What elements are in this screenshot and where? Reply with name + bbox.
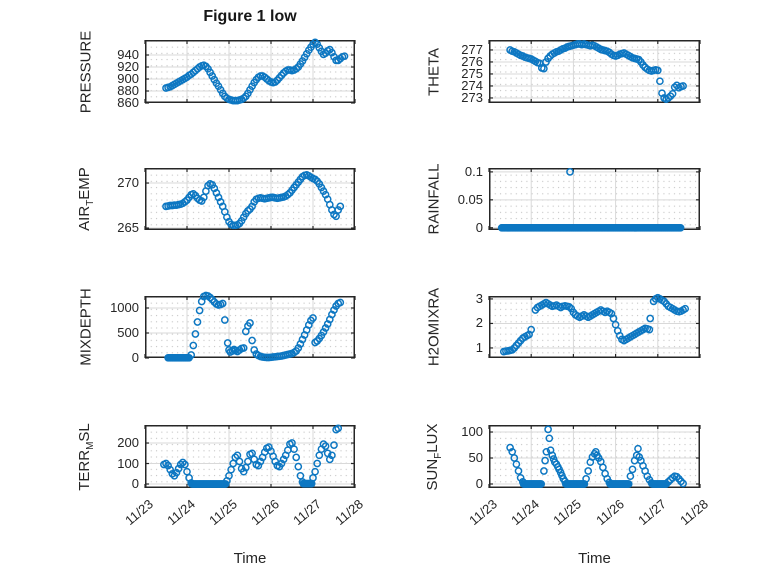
ytick-label-rainfall: 0.05 xyxy=(457,191,483,207)
y-axis-label-mixdepth: MIXDEPTH xyxy=(77,288,95,366)
ytick-label-terr-msl: 0 xyxy=(131,476,139,491)
ytick-label-rainfall: 0.1 xyxy=(464,163,483,179)
ytick-label-h2omixra: 1 xyxy=(475,339,483,355)
tick-marks xyxy=(488,296,701,358)
subplot-h2omixra xyxy=(488,293,701,358)
data-markers-theta xyxy=(506,40,687,104)
xtick-label-sun-flux: 11/24 xyxy=(508,496,543,529)
y-axis-label-rainfall: RAINFALL xyxy=(425,163,443,235)
ytick-label-sun-flux: 100 xyxy=(461,424,483,440)
plot-area-pressure xyxy=(144,38,356,105)
plot-area-mixdepth xyxy=(144,291,356,362)
xtick-label-sun-flux: 11/27 xyxy=(634,496,669,529)
ytick-label-rainfall: 0 xyxy=(475,219,483,235)
plot-area-rainfall xyxy=(488,168,701,232)
data-markers-pressure xyxy=(162,38,349,105)
xtick-label-terr-msl: 11/28 xyxy=(332,496,366,529)
data-markers-rainfall xyxy=(497,168,685,232)
y-axis-label-h2omixra: H2OMIXRA xyxy=(425,287,443,367)
subplot-sun-flux xyxy=(488,425,701,488)
data-markers-mixdepth xyxy=(164,291,345,362)
xtick-label-sun-flux: 11/25 xyxy=(550,496,585,529)
ytick-label-pressure: 940 xyxy=(117,47,139,62)
ytick-label-pressure: 880 xyxy=(117,83,139,98)
subplot-mixdepth xyxy=(144,291,356,362)
ytick-label-air-temp: 270 xyxy=(117,175,139,191)
tick-marks xyxy=(488,168,701,230)
y-axis-label-pressure: PRESSURE xyxy=(77,30,95,113)
ytick-label-terr-msl: 200 xyxy=(117,435,139,451)
subplot-rainfall xyxy=(488,168,701,232)
tick-marks xyxy=(144,168,356,230)
ytick-label-theta: 273 xyxy=(461,89,483,105)
ytick-label-theta: 274 xyxy=(461,77,483,93)
ytick-label-mixdepth: 1000 xyxy=(110,300,139,315)
x-axis-label-right: Time xyxy=(578,550,611,567)
xtick-label-terr-msl: 11/27 xyxy=(290,496,324,529)
ytick-label-theta: 275 xyxy=(461,65,483,81)
ytick-label-mixdepth: 0 xyxy=(131,350,139,365)
data-markers-air-temp xyxy=(162,171,345,230)
plot-area-terr-msl xyxy=(144,424,356,488)
ytick-label-theta: 276 xyxy=(461,53,483,69)
ytick-label-h2omixra: 2 xyxy=(475,315,483,331)
xtick-label-sun-flux: 11/23 xyxy=(466,496,500,529)
subplot-pressure xyxy=(144,38,356,105)
ytick-label-pressure: 860 xyxy=(117,95,139,110)
subplot-terr-msl xyxy=(144,424,356,488)
tick-marks xyxy=(144,40,356,104)
xtick-label-sun-flux: 11/26 xyxy=(592,496,627,529)
ytick-label-h2omixra: 3 xyxy=(475,290,483,306)
tick-marks xyxy=(144,425,356,488)
ytick-label-pressure: 920 xyxy=(117,59,139,74)
ytick-label-pressure: 900 xyxy=(117,71,139,86)
data-markers-h2omixra xyxy=(499,293,690,356)
ytick-label-mixdepth: 500 xyxy=(117,325,139,340)
ytick-label-sun-flux: 0 xyxy=(475,475,483,491)
y-axis-label-theta: THETA xyxy=(425,47,443,96)
plot-area-h2omixra xyxy=(488,293,701,358)
xtick-label-terr-msl: 11/25 xyxy=(206,496,240,529)
subplot-air-temp xyxy=(144,168,356,230)
x-axis-label-left: Time xyxy=(233,550,267,567)
tick-marks xyxy=(488,40,701,103)
ytick-label-theta: 277 xyxy=(461,41,483,57)
plot-area-sun-flux xyxy=(488,425,701,488)
data-markers-terr-msl xyxy=(160,424,343,488)
plot-area-air-temp xyxy=(144,168,356,230)
subplot-theta xyxy=(488,40,701,104)
y-axis-label-sun-flux: SUNFLUX xyxy=(424,423,444,490)
xtick-label-terr-msl: 11/26 xyxy=(248,496,282,529)
y-axis-label-air-temp: AIRTEMP xyxy=(76,167,96,231)
figure-title: Figure 1 low xyxy=(203,8,297,25)
xtick-label-terr-msl: 11/23 xyxy=(122,496,156,529)
ytick-label-air-temp: 265 xyxy=(117,220,139,236)
ytick-label-terr-msl: 100 xyxy=(117,455,139,471)
xtick-label-sun-flux: 11/28 xyxy=(677,496,711,529)
y-axis-label-terr-msl: TERRMSL xyxy=(76,422,96,491)
data-markers-sun-flux xyxy=(506,425,687,488)
ytick-label-sun-flux: 50 xyxy=(468,450,483,465)
xtick-label-terr-msl: 11/24 xyxy=(164,496,198,529)
plot-area-theta xyxy=(488,40,701,104)
